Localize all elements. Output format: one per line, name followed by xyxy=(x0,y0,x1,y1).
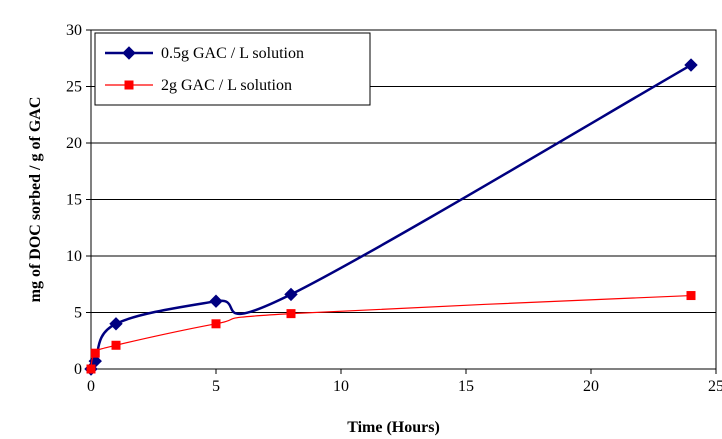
legend-items: 0.5g GAC / L solution 2g GAC / L solution xyxy=(105,45,304,94)
legend-swatch-marker xyxy=(124,80,134,90)
y-tick-label: 25 xyxy=(66,79,82,96)
x-tick-label: 25 xyxy=(708,378,722,395)
data-point xyxy=(109,317,123,331)
x-tick-label: 0 xyxy=(87,378,95,395)
y-axis-title: mg of DOC sorbed / g of GAC xyxy=(27,97,44,303)
legend: 0.5g GAC / L solution 2g GAC / L solution xyxy=(94,32,371,106)
x-tick-label: 5 xyxy=(212,378,220,395)
data-point xyxy=(209,294,223,308)
series-layer xyxy=(84,58,698,376)
legend-swatch-marker xyxy=(122,46,136,60)
x-axis-title: Time (Hours) xyxy=(347,419,440,436)
data-point xyxy=(684,58,698,72)
y-tick-label: 20 xyxy=(66,135,82,152)
data-point xyxy=(90,348,100,358)
legend-label: 0.5g GAC / L solution xyxy=(161,45,304,62)
x-tick-label: 20 xyxy=(583,378,599,395)
data-point xyxy=(86,364,96,374)
x-tick-label: 10 xyxy=(333,378,349,395)
legend-box xyxy=(94,32,371,106)
data-point xyxy=(686,291,696,301)
legend-item: 2g GAC / L solution xyxy=(105,77,292,94)
legend-item: 0.5g GAC / L solution xyxy=(105,45,304,62)
data-point xyxy=(284,287,298,302)
axis-ticks: 0 5 10 15 20 25 30 0 5 10 15 20 25 xyxy=(66,22,722,395)
y-tick-label: 10 xyxy=(66,248,82,265)
data-point xyxy=(286,309,296,319)
series-2 xyxy=(86,291,696,374)
y-tick-label: 5 xyxy=(74,305,82,322)
x-tick-label: 15 xyxy=(458,378,474,395)
data-point xyxy=(211,319,221,329)
gridlines xyxy=(91,86,716,313)
legend-label: 2g GAC / L solution xyxy=(161,77,292,94)
y-tick-label: 15 xyxy=(66,192,82,209)
y-tick-label: 0 xyxy=(74,361,82,378)
y-tick-label: 30 xyxy=(66,22,82,39)
data-point xyxy=(111,340,121,350)
